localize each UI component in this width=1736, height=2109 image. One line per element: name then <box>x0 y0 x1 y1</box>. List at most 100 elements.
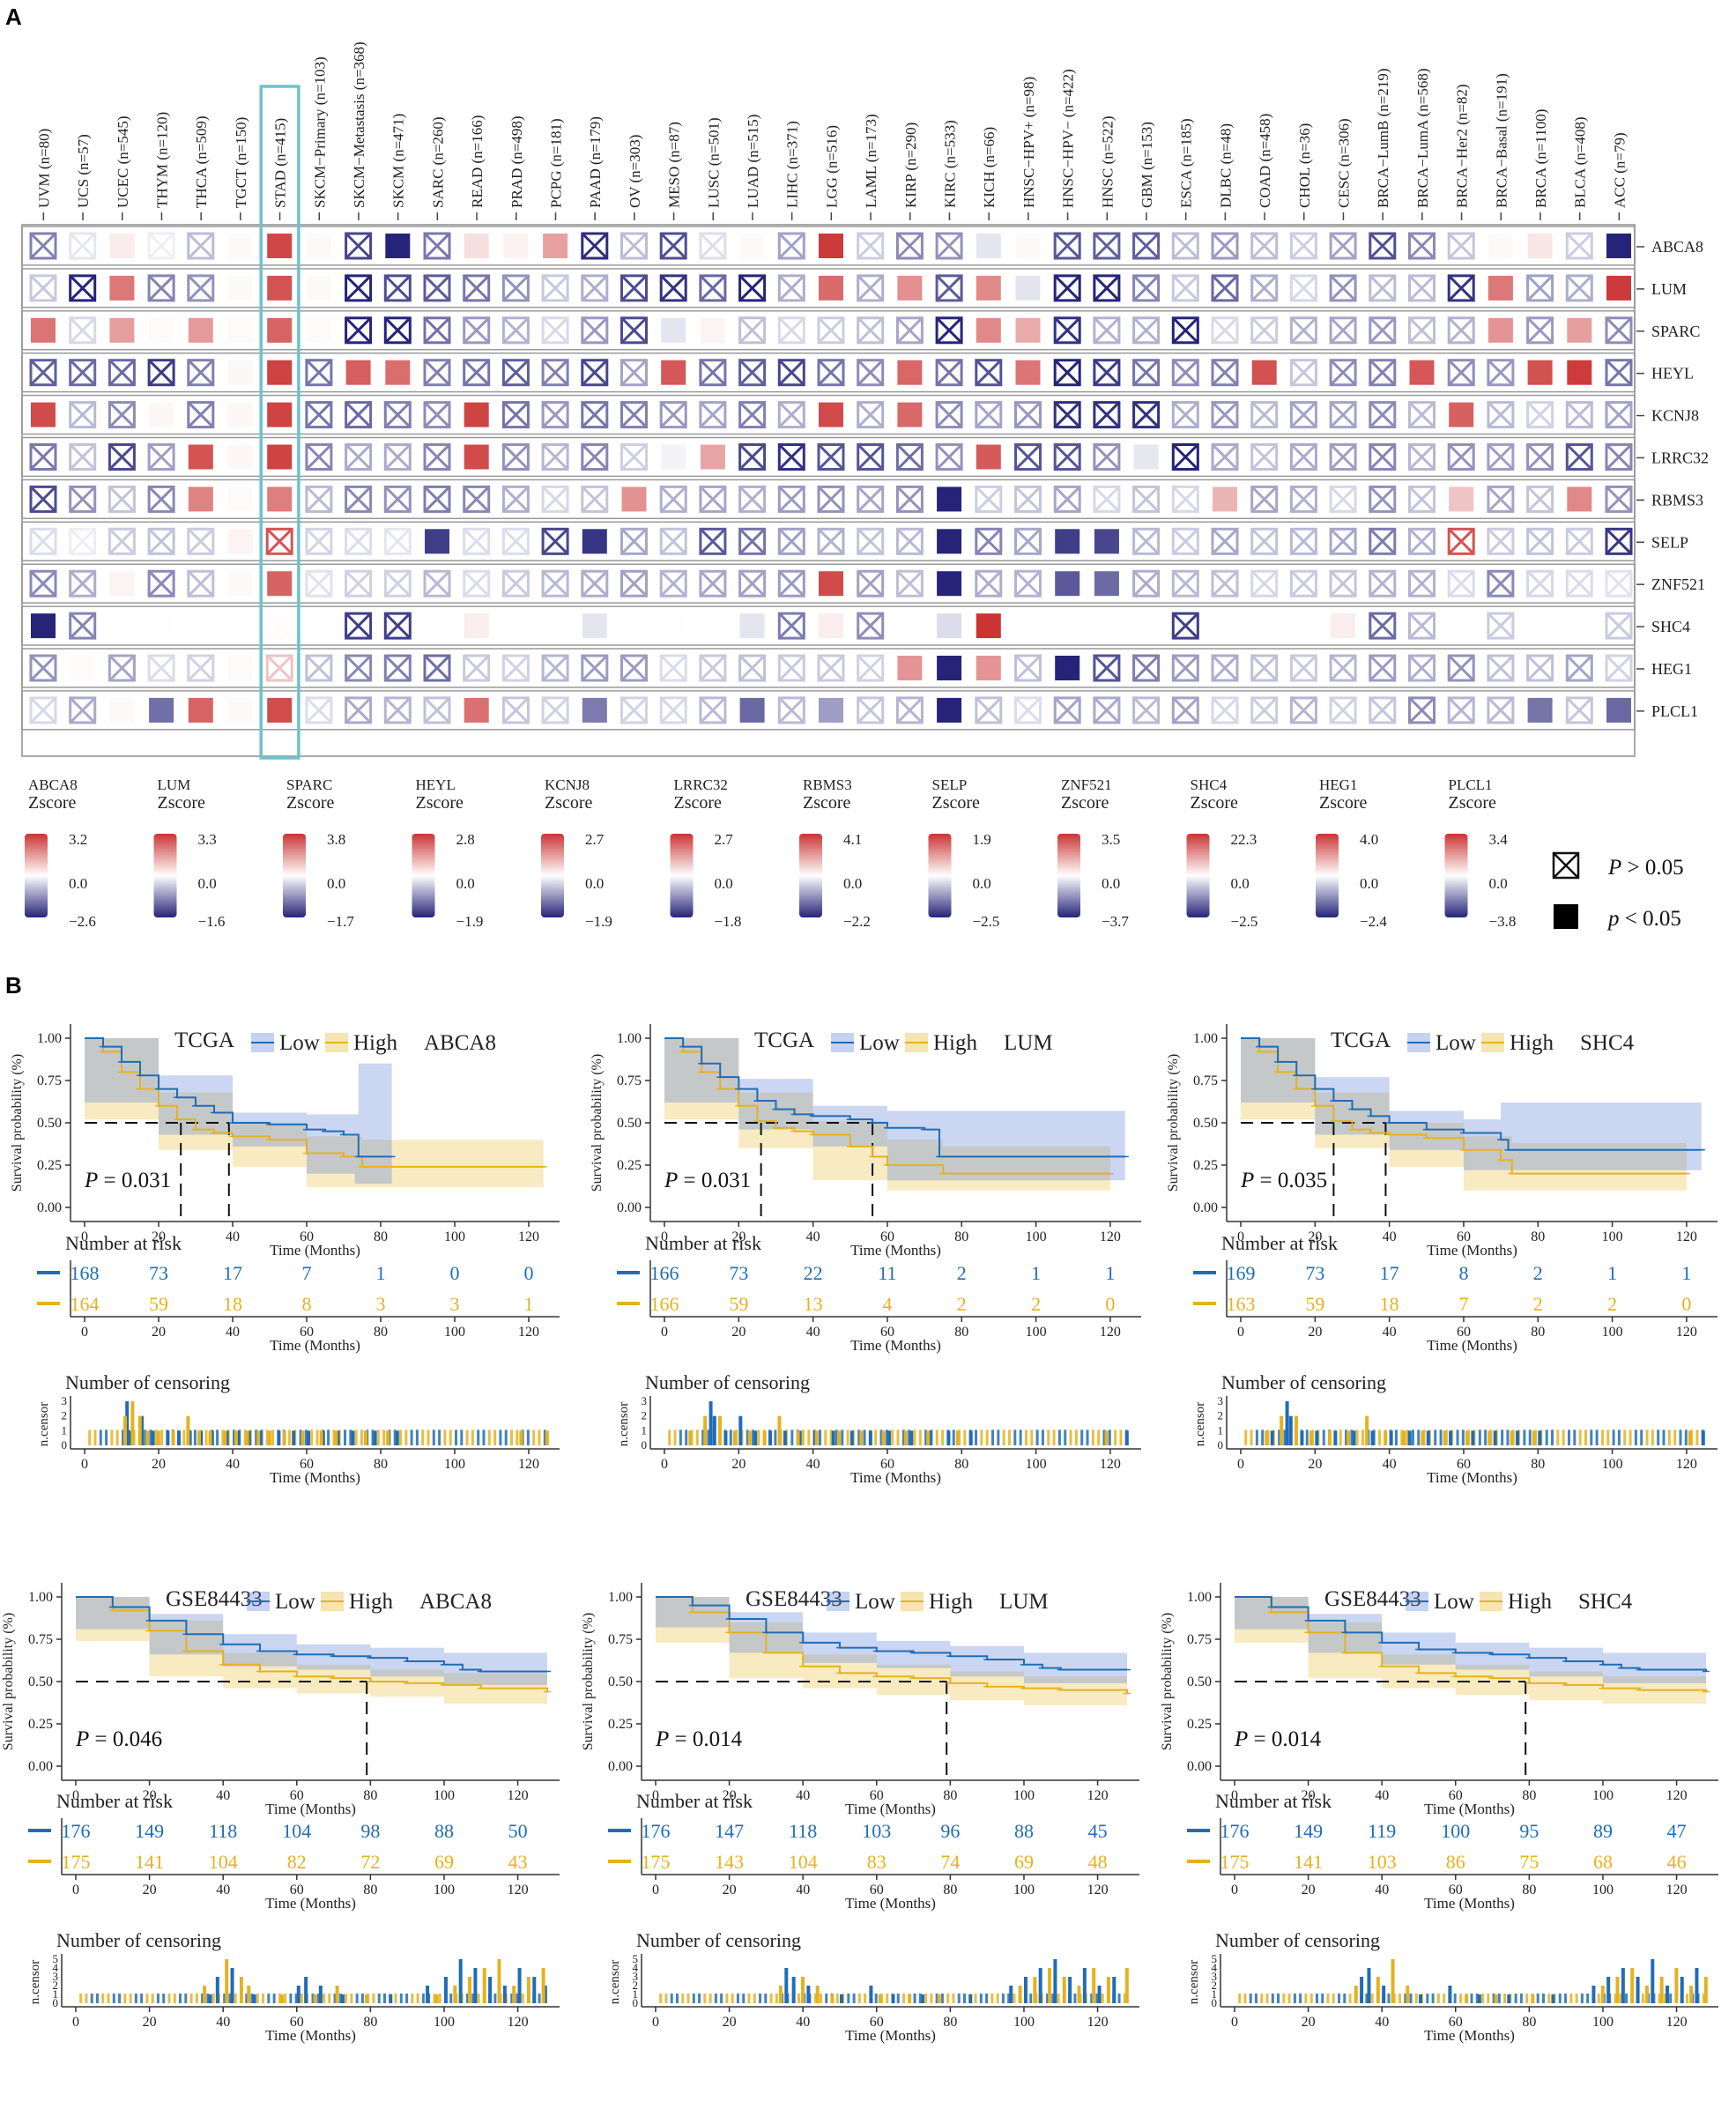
heatmap-cell <box>1015 275 1041 301</box>
cell-cross <box>896 696 924 724</box>
column-label: LAML (n=173) <box>863 114 879 208</box>
censor-rug <box>835 1994 839 2003</box>
cell-cross <box>1054 401 1081 428</box>
cell-cross <box>1093 696 1120 724</box>
cell-cross <box>463 654 490 682</box>
column-label: ESCA (n=185) <box>1178 118 1195 208</box>
censor-rug <box>449 1994 453 2003</box>
cell-cross <box>542 443 569 471</box>
cell-cross <box>1250 401 1278 428</box>
heatmap-cell <box>661 444 686 470</box>
heatmap-cell <box>464 444 489 470</box>
cell-cross <box>1605 613 1633 640</box>
cell-cross <box>1172 528 1199 555</box>
censor-rug <box>182 1430 186 1445</box>
censor-bar-high <box>300 1430 305 1445</box>
legend-low-label: Low <box>855 1590 895 1614</box>
censor-x-title: Time (Months) <box>1424 2027 1515 2044</box>
risk-x-tick-label: 80 <box>1522 1883 1536 1897</box>
high-ci-band <box>1241 1038 1687 1191</box>
heatmap-cell <box>1527 613 1553 639</box>
x-tick-label: 120 <box>518 1229 539 1244</box>
censor-rug <box>216 1430 219 1445</box>
legend-max: 4.1 <box>843 831 862 848</box>
risk-high-value: 82 <box>287 1851 307 1873</box>
risk-high-value: 2 <box>1533 1293 1543 1315</box>
cell-cross <box>1526 486 1554 513</box>
cell-cross <box>1211 528 1239 555</box>
censor-bar-high <box>519 1430 523 1445</box>
censor-y-tick-label: 2 <box>642 1409 648 1422</box>
censor-rug <box>742 1994 746 2003</box>
censor-bar-high <box>208 1430 212 1445</box>
censor-bar-high <box>171 1430 175 1445</box>
cell-cross <box>542 570 569 598</box>
censor-rug <box>1007 1994 1011 2003</box>
censor-rug <box>902 1994 906 2003</box>
censor-title: Number of censoring <box>56 1929 221 1951</box>
censor-rug <box>1558 1994 1562 2003</box>
cell-cross <box>266 613 293 640</box>
cell-cross <box>29 528 57 555</box>
heatmap-cell <box>70 656 95 680</box>
risk-high-value: 0 <box>1105 1293 1115 1315</box>
censor-rug <box>1436 1994 1440 2003</box>
cell-cross <box>1211 316 1239 344</box>
cell-cross <box>1566 401 1593 428</box>
censor-rug <box>913 1430 916 1445</box>
censor-rug <box>1069 1430 1072 1445</box>
cell-cross <box>1290 232 1317 260</box>
censor-rug <box>493 1994 497 2003</box>
risk-high-value: 86 <box>1446 1851 1465 1873</box>
legend-gradient-bar <box>1186 834 1210 917</box>
cell-cross <box>1290 401 1317 428</box>
column-label: PRAD (n=498) <box>508 115 525 208</box>
censor-rug <box>1597 1994 1600 2003</box>
censor-x-tick-label: 100 <box>1592 2015 1614 2030</box>
x-axis-title: Time (Months) <box>845 1801 936 1817</box>
censor-rug <box>1414 1994 1418 2003</box>
cell-cross <box>1290 528 1317 555</box>
censor-rug <box>404 1430 408 1445</box>
y-axis-title: Survival probability (%) <box>1166 1054 1181 1192</box>
censor-bar-low <box>140 1415 144 1445</box>
cell-cross <box>1408 654 1436 682</box>
censor-rug <box>1503 1994 1507 2003</box>
cell-cross <box>345 232 372 260</box>
risk-x-tick-label: 100 <box>1592 1883 1614 1897</box>
censor-bar-high <box>1510 1430 1514 1445</box>
risk-x-tick-label: 80 <box>374 1325 388 1340</box>
cell-cross <box>620 654 648 682</box>
heatmap-cell <box>149 697 174 723</box>
censor-rug <box>234 1994 237 2003</box>
cell-cross <box>1172 570 1199 598</box>
censor-rug <box>1431 1994 1435 2003</box>
censor-bar-low <box>236 1430 241 1445</box>
risk-title: Number at risk <box>636 1790 753 1812</box>
censor-bar-high <box>526 1977 530 2003</box>
heatmap-cell <box>897 656 923 680</box>
censor-bar-low <box>543 1986 547 2003</box>
heatmap-cell <box>227 444 253 470</box>
risk-low-value: 45 <box>1088 1820 1108 1842</box>
legend-low-label: Low <box>1434 1590 1474 1614</box>
censor-rug <box>757 1430 760 1445</box>
legend-min: −3.7 <box>1102 913 1129 930</box>
heatmap-cell <box>31 402 56 427</box>
censor-rug <box>1348 1994 1352 2003</box>
heatmap-cell <box>227 360 253 385</box>
cell-cross <box>502 486 530 513</box>
censor-rug <box>1506 1430 1510 1445</box>
censor-rug <box>863 1430 866 1445</box>
heatmap-cell <box>897 275 923 301</box>
heatmap-cell <box>188 486 213 512</box>
censor-bar-high <box>186 1415 190 1445</box>
column-label: KIRP (n=290) <box>902 123 919 208</box>
row-frame <box>21 605 1636 646</box>
cell-cross <box>542 316 569 344</box>
heatmap-cell <box>503 234 529 258</box>
censor-rug <box>482 1430 486 1445</box>
cell-cross <box>1487 696 1514 724</box>
censor-rug <box>1255 1430 1258 1445</box>
censor-x-tick-label: 100 <box>1013 2015 1035 2030</box>
